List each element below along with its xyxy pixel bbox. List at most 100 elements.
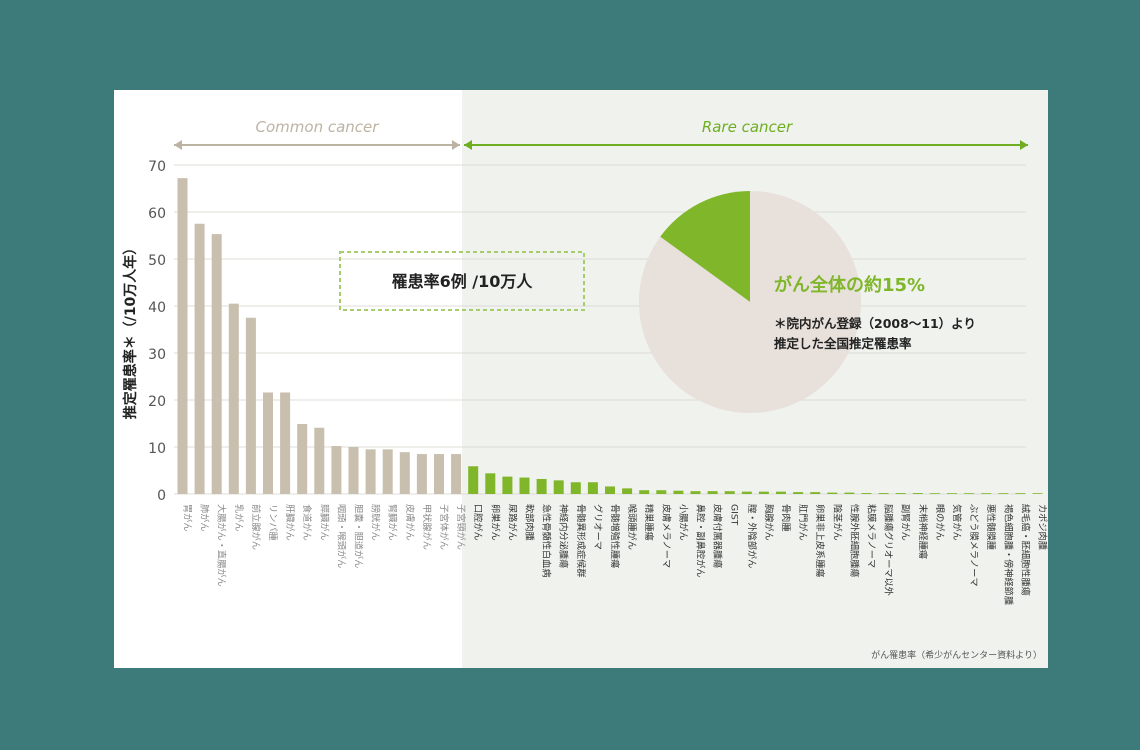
x-tick-label: 皮膚がん (404, 504, 416, 541)
bar-rare (605, 486, 615, 494)
threshold-annotation-text: 罹患率6例 /10万人 (392, 272, 534, 291)
bar-rare (964, 493, 975, 494)
x-tick-label: 骨肉腫 (780, 504, 792, 532)
y-tick-label: 0 (157, 488, 166, 504)
y-tick-label: 60 (148, 206, 166, 222)
bar-rare (468, 466, 479, 494)
x-tick-label: 脳腫瘍グリオーマ以外 (883, 504, 895, 596)
bar-common (211, 234, 222, 494)
x-tick-label: リンパ腫 (267, 504, 278, 541)
bar-rare (502, 476, 513, 494)
x-tick-label: 喉頭腫がん (626, 504, 638, 550)
x-tick-label: 甲状腺がん (421, 504, 433, 550)
y-tick-label: 30 (148, 347, 166, 363)
rare-cancer-chart: 0 10 20 30 40 50 60 70 推定罹患率＊（/10万人年） Common canc… (122, 90, 1049, 668)
x-tick-label: 胆嚢・胆道がん (353, 504, 365, 568)
bar-common (263, 392, 273, 494)
x-tick-label: 乳がん (233, 504, 245, 532)
x-tick-label: 肺がん (199, 504, 211, 532)
bar-rare (947, 493, 957, 494)
x-tick-label: 神経内分泌腫瘍 (558, 504, 570, 568)
x-tick-label: 胃がん (182, 504, 194, 532)
bar-common (331, 446, 342, 494)
bar-common (194, 223, 205, 494)
bar-rare (1015, 493, 1026, 494)
bar-rare (793, 492, 804, 494)
pie-note-line2: 推定した全国推定罹患率 (774, 336, 912, 351)
bar-rare (485, 473, 496, 494)
x-tick-label: 軟部肉腫 (524, 504, 536, 541)
x-tick-label: 皮膚メラノーマ (660, 504, 672, 568)
bar-rare (895, 493, 906, 494)
x-tick-label: 粘膜メラノーマ (866, 504, 878, 568)
bar-rare (810, 492, 821, 494)
y-tick-label: 70 (148, 159, 166, 175)
bar-common (245, 317, 256, 494)
bar-rare (639, 490, 650, 494)
bar-rare (981, 493, 992, 494)
x-tick-label: 骨髄増殖性腫瘍 (609, 504, 621, 568)
bar-rare (519, 477, 530, 494)
bar-common (416, 454, 427, 494)
bar-rare (690, 491, 701, 494)
y-tick-label: 40 (148, 300, 166, 316)
bar-rare (912, 493, 923, 494)
bar-rare (587, 482, 598, 494)
pie-title: がん全体の約15% (774, 274, 925, 296)
bar-rare (536, 478, 547, 494)
rare-cancer-label: Rare cancer (702, 118, 793, 136)
x-tick-label: 胸腺がん (763, 504, 775, 541)
x-tick-label: 悪性髄膜腫 (985, 504, 997, 550)
y-tick-label: 50 (148, 253, 166, 269)
bar-common (399, 452, 410, 494)
x-tick-label: 副腎がん (900, 504, 912, 541)
x-tick-label: 腎臓がん (387, 504, 399, 541)
rare-cancer-arrow-arrowhead-right (1020, 140, 1028, 150)
x-tick-label: 前立腺がん (250, 504, 262, 550)
x-tick-label: 精巣腫瘍 (643, 504, 655, 541)
bar-rare (776, 491, 786, 494)
x-tick-label: 皮膚付属器腫瘍 (712, 504, 724, 568)
bar-rare (998, 493, 1009, 494)
x-tick-label: 咽頭・喉頭がん (335, 504, 347, 568)
bar-rare (622, 488, 633, 494)
y-tick-label: 20 (148, 394, 166, 410)
x-tick-label: 陰茎がん (831, 504, 843, 541)
x-tick-label: 膀胱がん (370, 504, 382, 541)
bar-rare (741, 491, 752, 494)
threshold-annotation-box (339, 251, 585, 311)
bar-rare (724, 491, 735, 494)
bar-rare (929, 493, 940, 494)
bar-common (228, 303, 239, 494)
bar-common (297, 423, 308, 494)
x-tick-label: 食道がん (301, 504, 313, 541)
bar-common (280, 392, 291, 494)
bar-rare (861, 493, 872, 494)
x-tick-label: 小腸がん (677, 504, 689, 541)
x-tick-label: ぶどう膜メラノーマ (968, 504, 979, 587)
x-tick-label: カポジ肉腫 (1037, 504, 1049, 550)
pie-slice-other (638, 191, 861, 413)
common-cancer-label: Common cancer (256, 118, 380, 136)
bar-rare (827, 492, 838, 494)
x-tick-label: 眼のがん (934, 504, 946, 541)
pie-slice-rare (660, 191, 750, 302)
common-cancer-arrow-arrowhead-right (452, 140, 460, 150)
bar-common (382, 449, 393, 494)
x-tick-label: 性腺外胚細胞腫瘍 (848, 504, 860, 578)
x-tick-label: GIST (729, 504, 740, 526)
pie-note-line1: ＊院内がん登録（2008〜11）より (774, 316, 976, 331)
x-tick-label: 末梢神経腫瘍 (917, 504, 929, 559)
x-tick-label: 卵巣がん (489, 504, 501, 541)
x-tick-label: 卵巣非上皮系腫瘍 (814, 504, 826, 578)
bar-common (177, 178, 188, 494)
x-tick-label: 子宮頸がん (455, 504, 467, 550)
x-tick-label: 口腔がん (472, 504, 484, 541)
bar-rare (1032, 493, 1043, 494)
x-tick-label: 骨髄異形成症候群 (575, 504, 587, 578)
bar-rare (878, 493, 889, 494)
bar-rare (553, 480, 564, 494)
x-tick-label: 鼻腔・副鼻腔がん (695, 504, 707, 578)
x-tick-label: 肝臓がん (284, 504, 296, 541)
y-axis-label: 推定罹患率＊（/10万人年） (122, 241, 139, 420)
